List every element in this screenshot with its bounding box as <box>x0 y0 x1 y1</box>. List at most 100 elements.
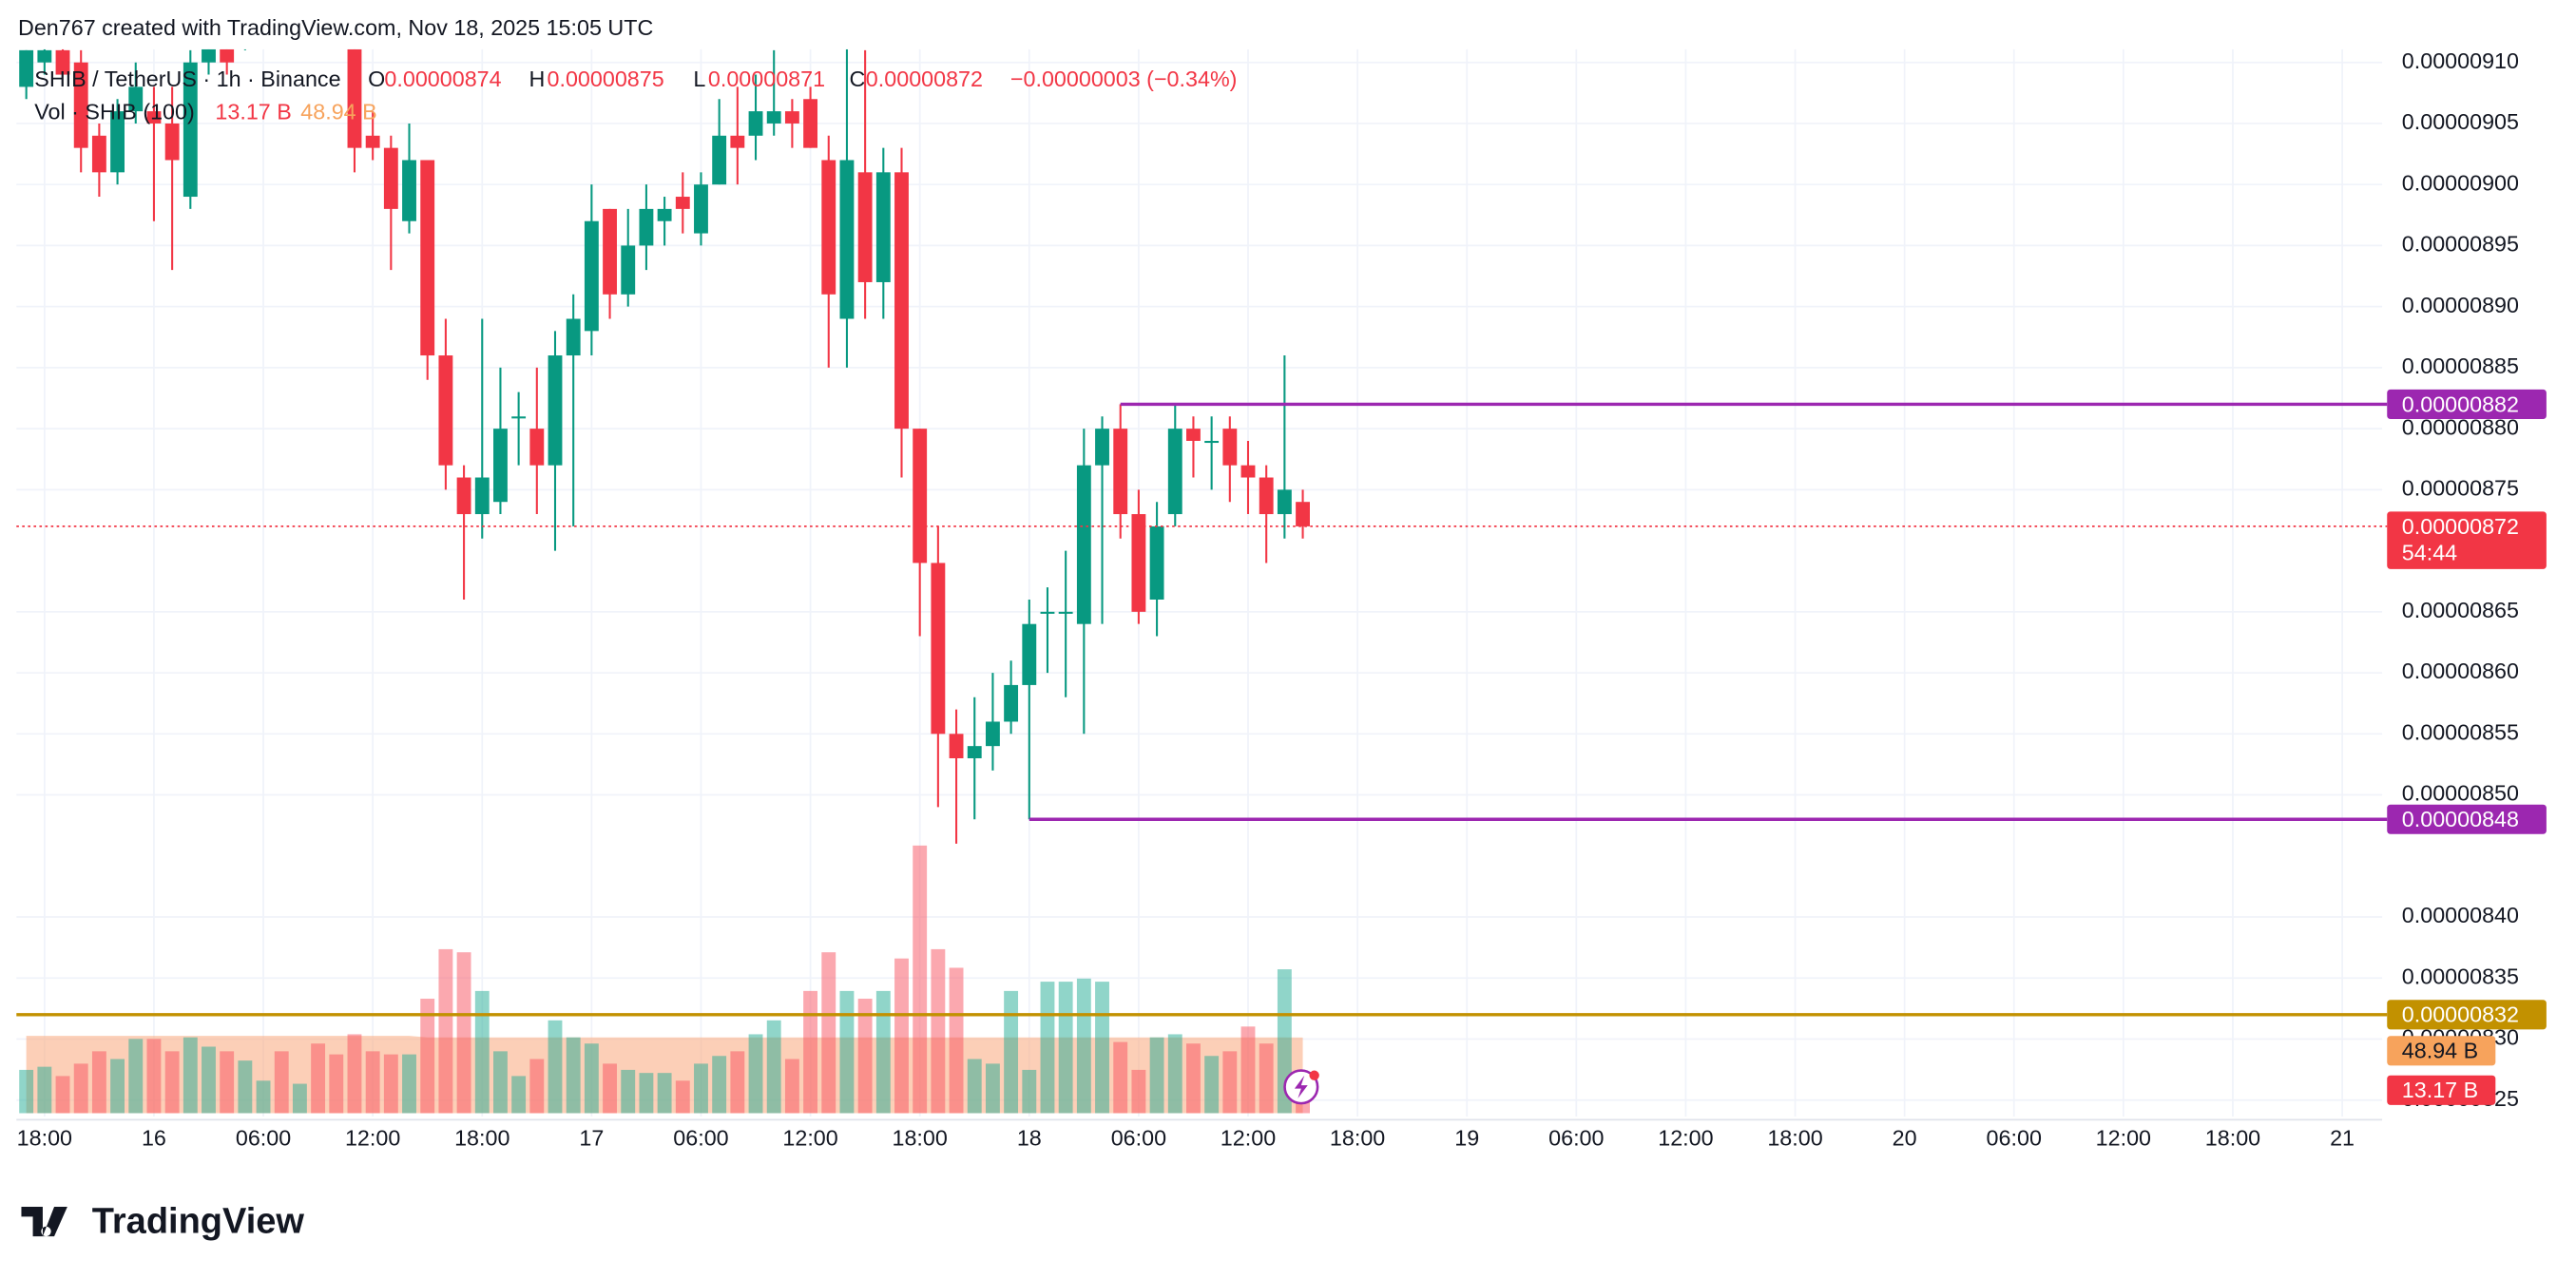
vol-ma-badge-label: 48.94 B <box>2402 1039 2478 1063</box>
x-tick-label: 12:00 <box>782 1125 837 1150</box>
volume-bar <box>1040 982 1055 1114</box>
candle-body <box>730 135 745 148</box>
volume-bar <box>383 1054 398 1114</box>
volume-bar <box>438 948 453 1114</box>
candle-body <box>784 111 799 124</box>
volume-bar <box>603 1063 617 1114</box>
y-tick-label: 0.00000835 <box>2402 964 2519 988</box>
volume-bar <box>1113 1041 1128 1114</box>
volume-bar <box>164 1051 180 1114</box>
candle-body <box>913 429 928 563</box>
volume-bar <box>1240 1026 1256 1114</box>
candle-body <box>146 111 162 124</box>
candle-body <box>183 62 198 198</box>
volume-pane <box>19 845 1310 1114</box>
price-badge <box>2387 389 2547 419</box>
x-tick-label: 19 <box>1454 1125 1479 1150</box>
logo-text: TradingView <box>92 1201 305 1241</box>
candle-body <box>19 49 34 87</box>
volume-bar <box>1186 1043 1201 1114</box>
volume-bar <box>511 1076 527 1114</box>
candle-body <box>1095 429 1109 466</box>
vol-ma: 48.94 B <box>300 99 376 124</box>
x-tick-label: 06:00 <box>673 1125 728 1150</box>
candle-body <box>603 208 617 295</box>
candles <box>19 48 1310 844</box>
volume-bar <box>183 1037 198 1114</box>
volume-bar <box>803 990 818 1114</box>
icon-bolt <box>1294 1075 1308 1098</box>
volume-bar <box>365 1051 380 1114</box>
logo-icon <box>21 1206 67 1237</box>
candle-body <box>511 416 527 419</box>
candle-body <box>894 172 909 430</box>
x-tick-label: 20 <box>1893 1125 1917 1150</box>
candle-body <box>1222 429 1238 466</box>
current-price-label: 0.00000872 <box>2402 514 2519 539</box>
vol-badge-label: 13.17 B <box>2402 1078 2478 1102</box>
candle-body <box>675 197 690 209</box>
candle-body <box>438 355 453 466</box>
y-tick-label: 0.00000850 <box>2402 781 2519 806</box>
ohlc-value: 0.00000872 <box>866 67 983 91</box>
volume-bar <box>110 1059 125 1114</box>
y-tick-label: 0.00000860 <box>2402 659 2519 683</box>
candle-body <box>949 734 964 759</box>
price-badge <box>2387 1000 2547 1030</box>
x-tick-label: 06:00 <box>1548 1125 1604 1150</box>
candle-body <box>967 746 982 759</box>
y-tick-label: 0.00000890 <box>2402 293 2519 317</box>
candle-body <box>712 135 727 185</box>
candle-body <box>857 172 873 282</box>
candle-body <box>766 111 781 124</box>
volume-bar <box>292 1083 307 1114</box>
volume-bar <box>639 1073 654 1114</box>
candle-body <box>1259 477 1274 515</box>
y-tick-label: 0.00000905 <box>2402 109 2519 134</box>
ohlc-value: 0.00000875 <box>548 67 664 91</box>
candle-body <box>548 355 563 466</box>
x-tick-label: 18:00 <box>1767 1125 1822 1150</box>
candle-body <box>1131 514 1146 612</box>
x-tick-label: 17 <box>579 1125 604 1150</box>
candle-body <box>202 48 216 63</box>
volume-bar <box>91 1051 106 1114</box>
candle-body <box>839 160 855 319</box>
volume-bar <box>1149 1037 1164 1114</box>
candle-body <box>748 111 763 136</box>
candle-body <box>1113 429 1128 515</box>
x-tick-label: 18:00 <box>1330 1125 1385 1150</box>
volume-bar <box>748 1034 763 1114</box>
volume-bar <box>712 1056 727 1114</box>
candle-body <box>639 208 654 246</box>
logo: TradingView <box>21 1201 304 1241</box>
volume-bar <box>456 952 471 1114</box>
y-tick-label: 0.00000885 <box>2402 353 2519 378</box>
x-tick-label: 18:00 <box>2205 1125 2260 1150</box>
x-tick-label: 21 <box>2330 1125 2355 1150</box>
candle-body <box>1058 611 1073 614</box>
volume-bar <box>675 1080 690 1114</box>
ohlc-key: L <box>693 67 705 91</box>
ohlc-value: 0.00000874 <box>384 67 501 91</box>
volume-bar <box>19 1069 34 1114</box>
alert-icon <box>1283 1069 1319 1105</box>
volume-bar <box>529 1059 545 1114</box>
volume-bar <box>694 1063 708 1114</box>
volume-bar <box>894 958 909 1114</box>
ohlc-key: O <box>368 67 385 91</box>
volume-bar <box>784 1059 799 1114</box>
volume-bar <box>37 1066 52 1114</box>
volume-bar <box>1022 1069 1037 1114</box>
candle-body <box>110 111 125 173</box>
current-price-badge <box>2387 511 2547 569</box>
volume-bar <box>1259 1043 1274 1114</box>
x-tick-label: 18:00 <box>454 1125 509 1150</box>
candle-body <box>1204 440 1220 444</box>
volume-bar <box>402 1054 416 1114</box>
price-badge-label: 0.00000882 <box>2402 391 2519 416</box>
volume-bar <box>1131 1069 1146 1114</box>
y-tick-label: 0.00000840 <box>2402 903 2519 927</box>
icon-dot <box>1309 1070 1319 1080</box>
